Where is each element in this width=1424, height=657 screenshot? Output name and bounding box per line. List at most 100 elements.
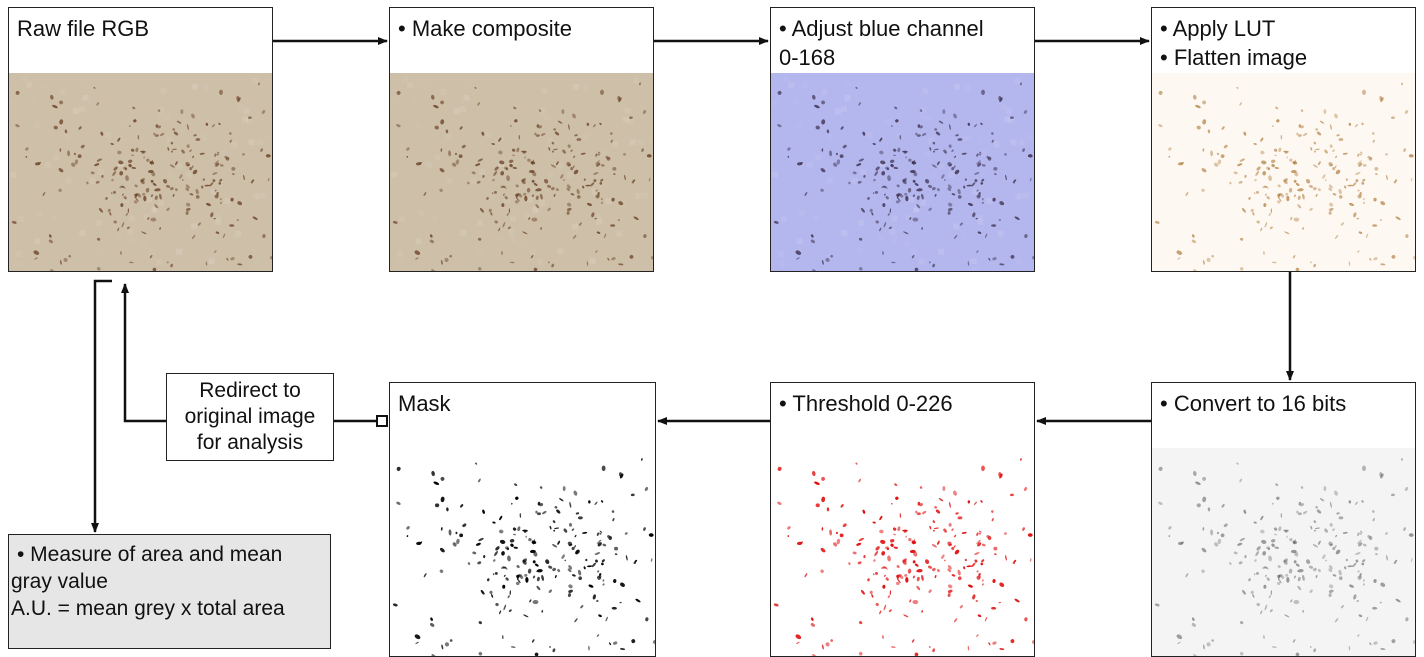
cell-mark <box>154 134 159 137</box>
panel-make-composite: • Make composite <box>389 7 654 272</box>
cell-mark <box>599 122 602 126</box>
cell-mark <box>890 163 894 168</box>
cell-mark <box>933 148 939 151</box>
cell-mark <box>501 551 505 556</box>
cell-mark <box>1334 490 1338 496</box>
cell-mark <box>423 192 427 197</box>
cell-mark <box>1202 100 1207 105</box>
cell-mark <box>1362 178 1366 182</box>
cell-mark <box>192 169 198 175</box>
cell-mark <box>1202 527 1205 531</box>
panel-convert-16-bits: • Convert to 16 bits <box>1151 382 1416 657</box>
cell-mark <box>150 194 154 198</box>
cell-mark <box>894 483 898 487</box>
cell-mark <box>59 148 62 152</box>
cell-mark <box>594 552 601 555</box>
cell-mark <box>591 212 595 218</box>
cell-mark <box>938 120 944 124</box>
cell-mark <box>941 554 945 559</box>
cell-mark <box>1348 122 1352 126</box>
cell-mark <box>987 536 992 541</box>
cell-mark <box>1216 531 1219 535</box>
cell-mark <box>151 159 153 166</box>
cell-mark <box>980 562 984 566</box>
cell-mark <box>1263 185 1269 189</box>
cell-mark <box>506 175 510 181</box>
cell-mark <box>872 521 876 524</box>
cell-mark <box>601 559 605 563</box>
cell-mark <box>897 526 901 532</box>
cell-mark <box>1275 483 1279 487</box>
cell-mark <box>96 102 100 106</box>
cell-mark <box>602 543 607 547</box>
cell-mark <box>588 500 591 504</box>
cell-mark <box>810 623 815 627</box>
cell-mark <box>993 167 998 171</box>
cell-mark <box>74 159 79 165</box>
cell-mark <box>896 193 902 196</box>
cell-mark <box>1250 590 1254 595</box>
cell-mark <box>821 100 826 105</box>
cell-mark <box>974 552 980 555</box>
cell-mark <box>1309 261 1312 264</box>
cell-mark <box>64 129 68 134</box>
cell-mark <box>641 148 644 152</box>
cell-mark <box>947 211 951 215</box>
cell-mark <box>1340 222 1344 226</box>
cell-mark <box>53 125 58 130</box>
cell-mark <box>492 573 495 576</box>
cell-mark <box>976 153 979 157</box>
cell-mark <box>1193 94 1197 100</box>
cell-mark <box>110 143 114 145</box>
cell-mark <box>120 185 126 189</box>
cell-mark <box>967 584 973 588</box>
cell-mark <box>1334 618 1339 623</box>
cell-mark <box>1303 132 1308 137</box>
cell-mark <box>882 635 884 640</box>
cell-mark <box>858 267 863 271</box>
cell-mark <box>167 147 170 151</box>
cell-mark <box>1277 574 1281 580</box>
cell-mark <box>570 193 575 196</box>
arrow-raw-to-measure <box>91 279 112 533</box>
cell-mark <box>1293 217 1300 222</box>
cell-mark <box>902 529 908 532</box>
cell-mark <box>820 188 824 192</box>
cell-mark <box>1027 154 1033 158</box>
cell-mark <box>777 124 782 128</box>
cell-mark <box>494 166 499 171</box>
cell-mark <box>586 202 592 207</box>
cell-mark <box>1223 523 1228 528</box>
cell-mark <box>1328 184 1333 189</box>
cell-mark <box>1317 188 1321 192</box>
cell-mark <box>1318 540 1321 545</box>
cell-mark <box>222 233 226 239</box>
cell-mark <box>1020 82 1022 86</box>
cell-mark <box>629 254 634 259</box>
cell-mark <box>486 196 489 200</box>
cell-mark <box>1256 166 1261 171</box>
panel-threshold: • Threshold 0-226 <box>770 382 1035 657</box>
cell-mark <box>1268 213 1271 216</box>
cell-mark <box>825 257 830 262</box>
cell-mark <box>440 527 443 531</box>
cell-mark <box>883 193 886 196</box>
cell-mark <box>1357 570 1360 573</box>
cell-mark <box>600 197 603 201</box>
cell-mark <box>498 227 501 232</box>
cell-mark <box>1325 559 1327 562</box>
cell-mark <box>78 126 82 130</box>
cell-mark <box>252 216 258 220</box>
cell-mark <box>590 182 595 187</box>
cell-mark <box>495 602 499 607</box>
cell-mark <box>1290 170 1297 173</box>
cell-mark <box>564 559 566 562</box>
cell-mark <box>1332 167 1336 171</box>
cell-mark <box>230 257 235 261</box>
cell-mark <box>1328 568 1333 573</box>
cell-mark <box>1313 187 1317 191</box>
cell-mark <box>498 529 504 534</box>
cell-mark <box>189 149 192 152</box>
cell-mark <box>231 167 236 171</box>
cell-mark <box>1386 174 1388 181</box>
